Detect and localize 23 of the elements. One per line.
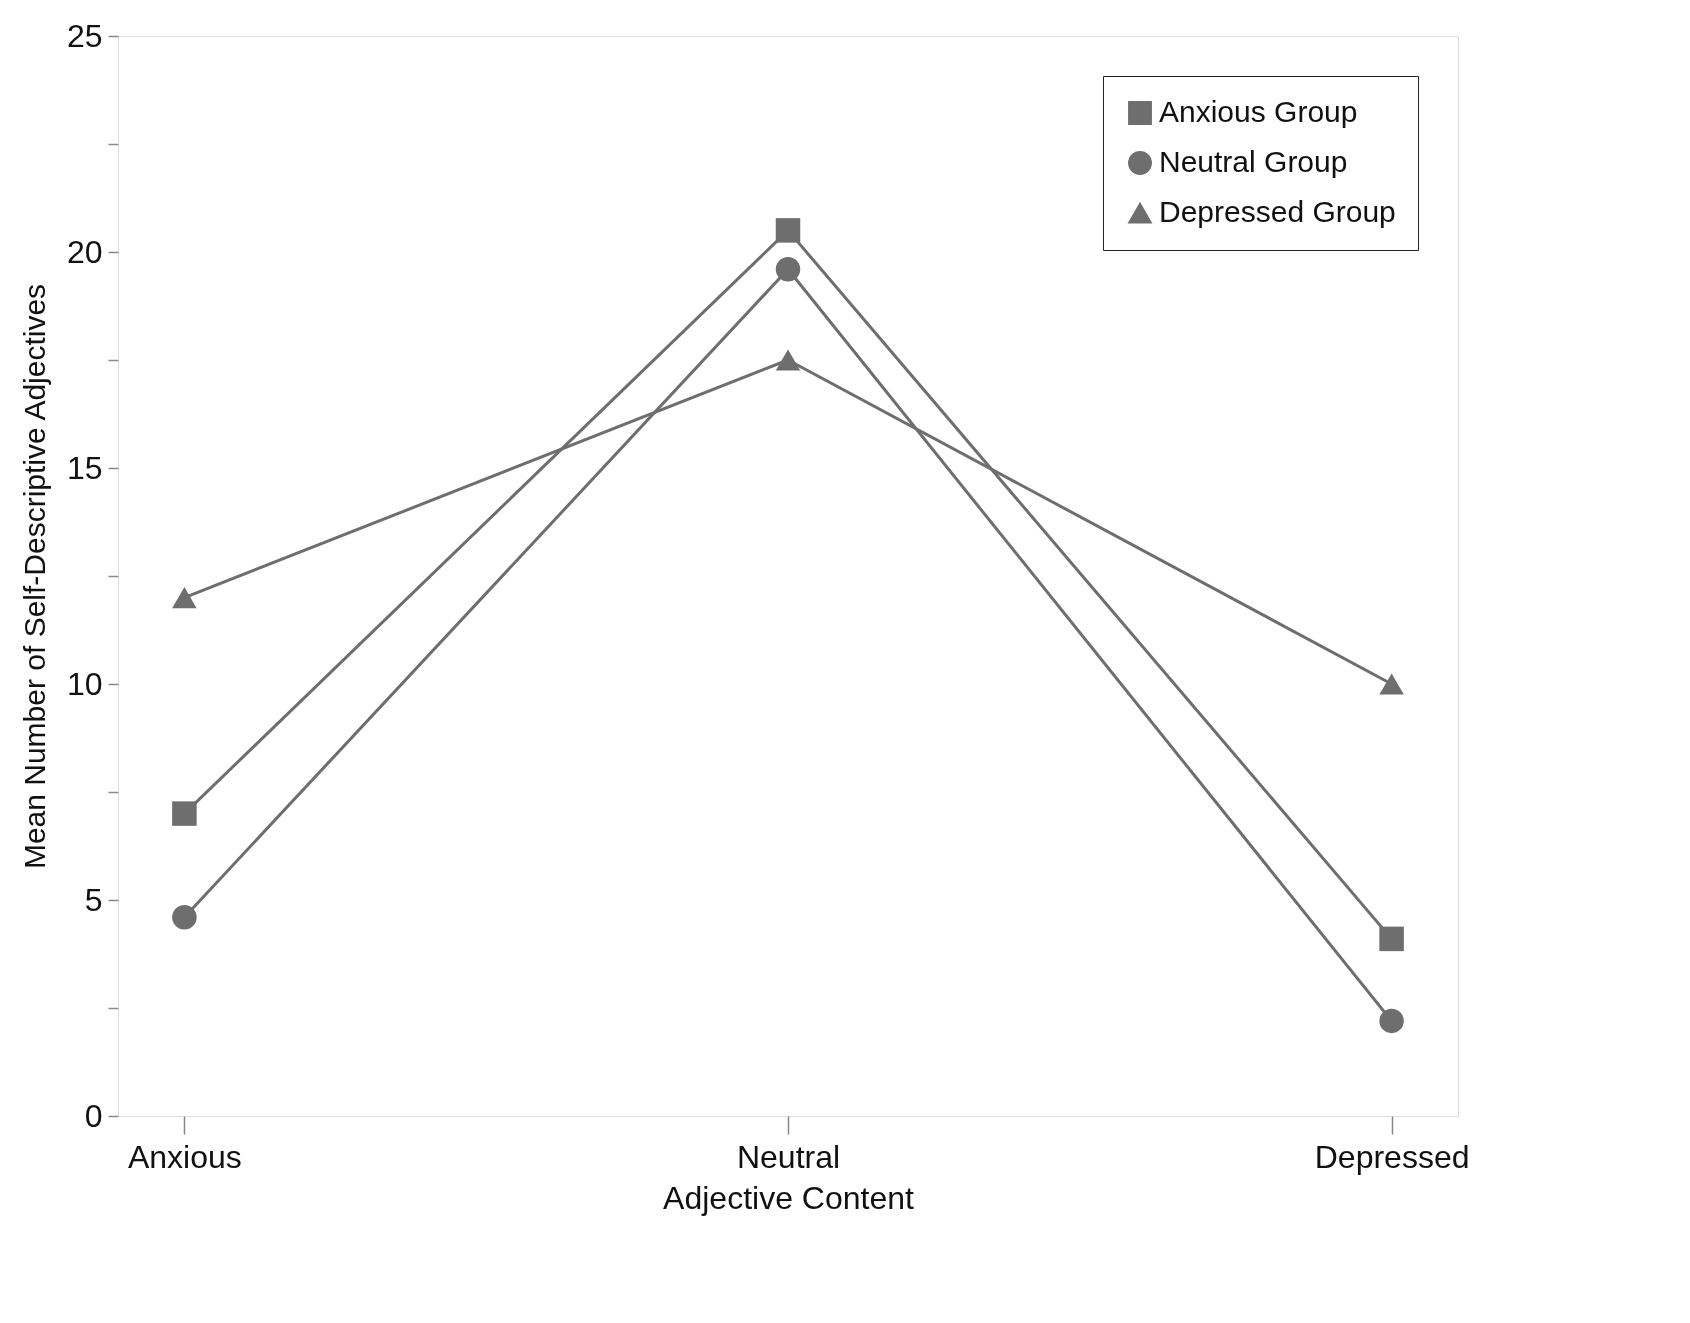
point xyxy=(172,586,197,609)
y-tick-label: 10 xyxy=(66,665,103,702)
point xyxy=(172,801,197,826)
point xyxy=(775,257,801,282)
y-tick-label: 25 xyxy=(66,17,103,54)
y-tick-label: 0 xyxy=(84,1097,103,1134)
point xyxy=(775,349,801,371)
point xyxy=(775,218,801,243)
x-tick-label: Anxious xyxy=(127,1138,242,1175)
legend-label: Anxious Group xyxy=(1159,95,1358,128)
y-tick-label: 5 xyxy=(84,881,103,918)
x-axis-title: Adjective Content xyxy=(663,1179,915,1216)
legend-label: Depressed Group xyxy=(1159,195,1396,228)
point xyxy=(1379,1008,1404,1034)
x-tick-label: Neutral xyxy=(736,1138,841,1175)
point xyxy=(1379,926,1404,952)
y-tick-label: 20 xyxy=(66,233,103,270)
y-tick-label: 15 xyxy=(66,449,103,486)
legend-label: Neutral Group xyxy=(1159,145,1348,178)
point xyxy=(1379,673,1404,695)
x-tick-label: Depressed xyxy=(1314,1138,1470,1175)
y-axis-title: Mean Number of Self-Descriptive Adjectives xyxy=(17,283,51,870)
point xyxy=(172,905,197,930)
